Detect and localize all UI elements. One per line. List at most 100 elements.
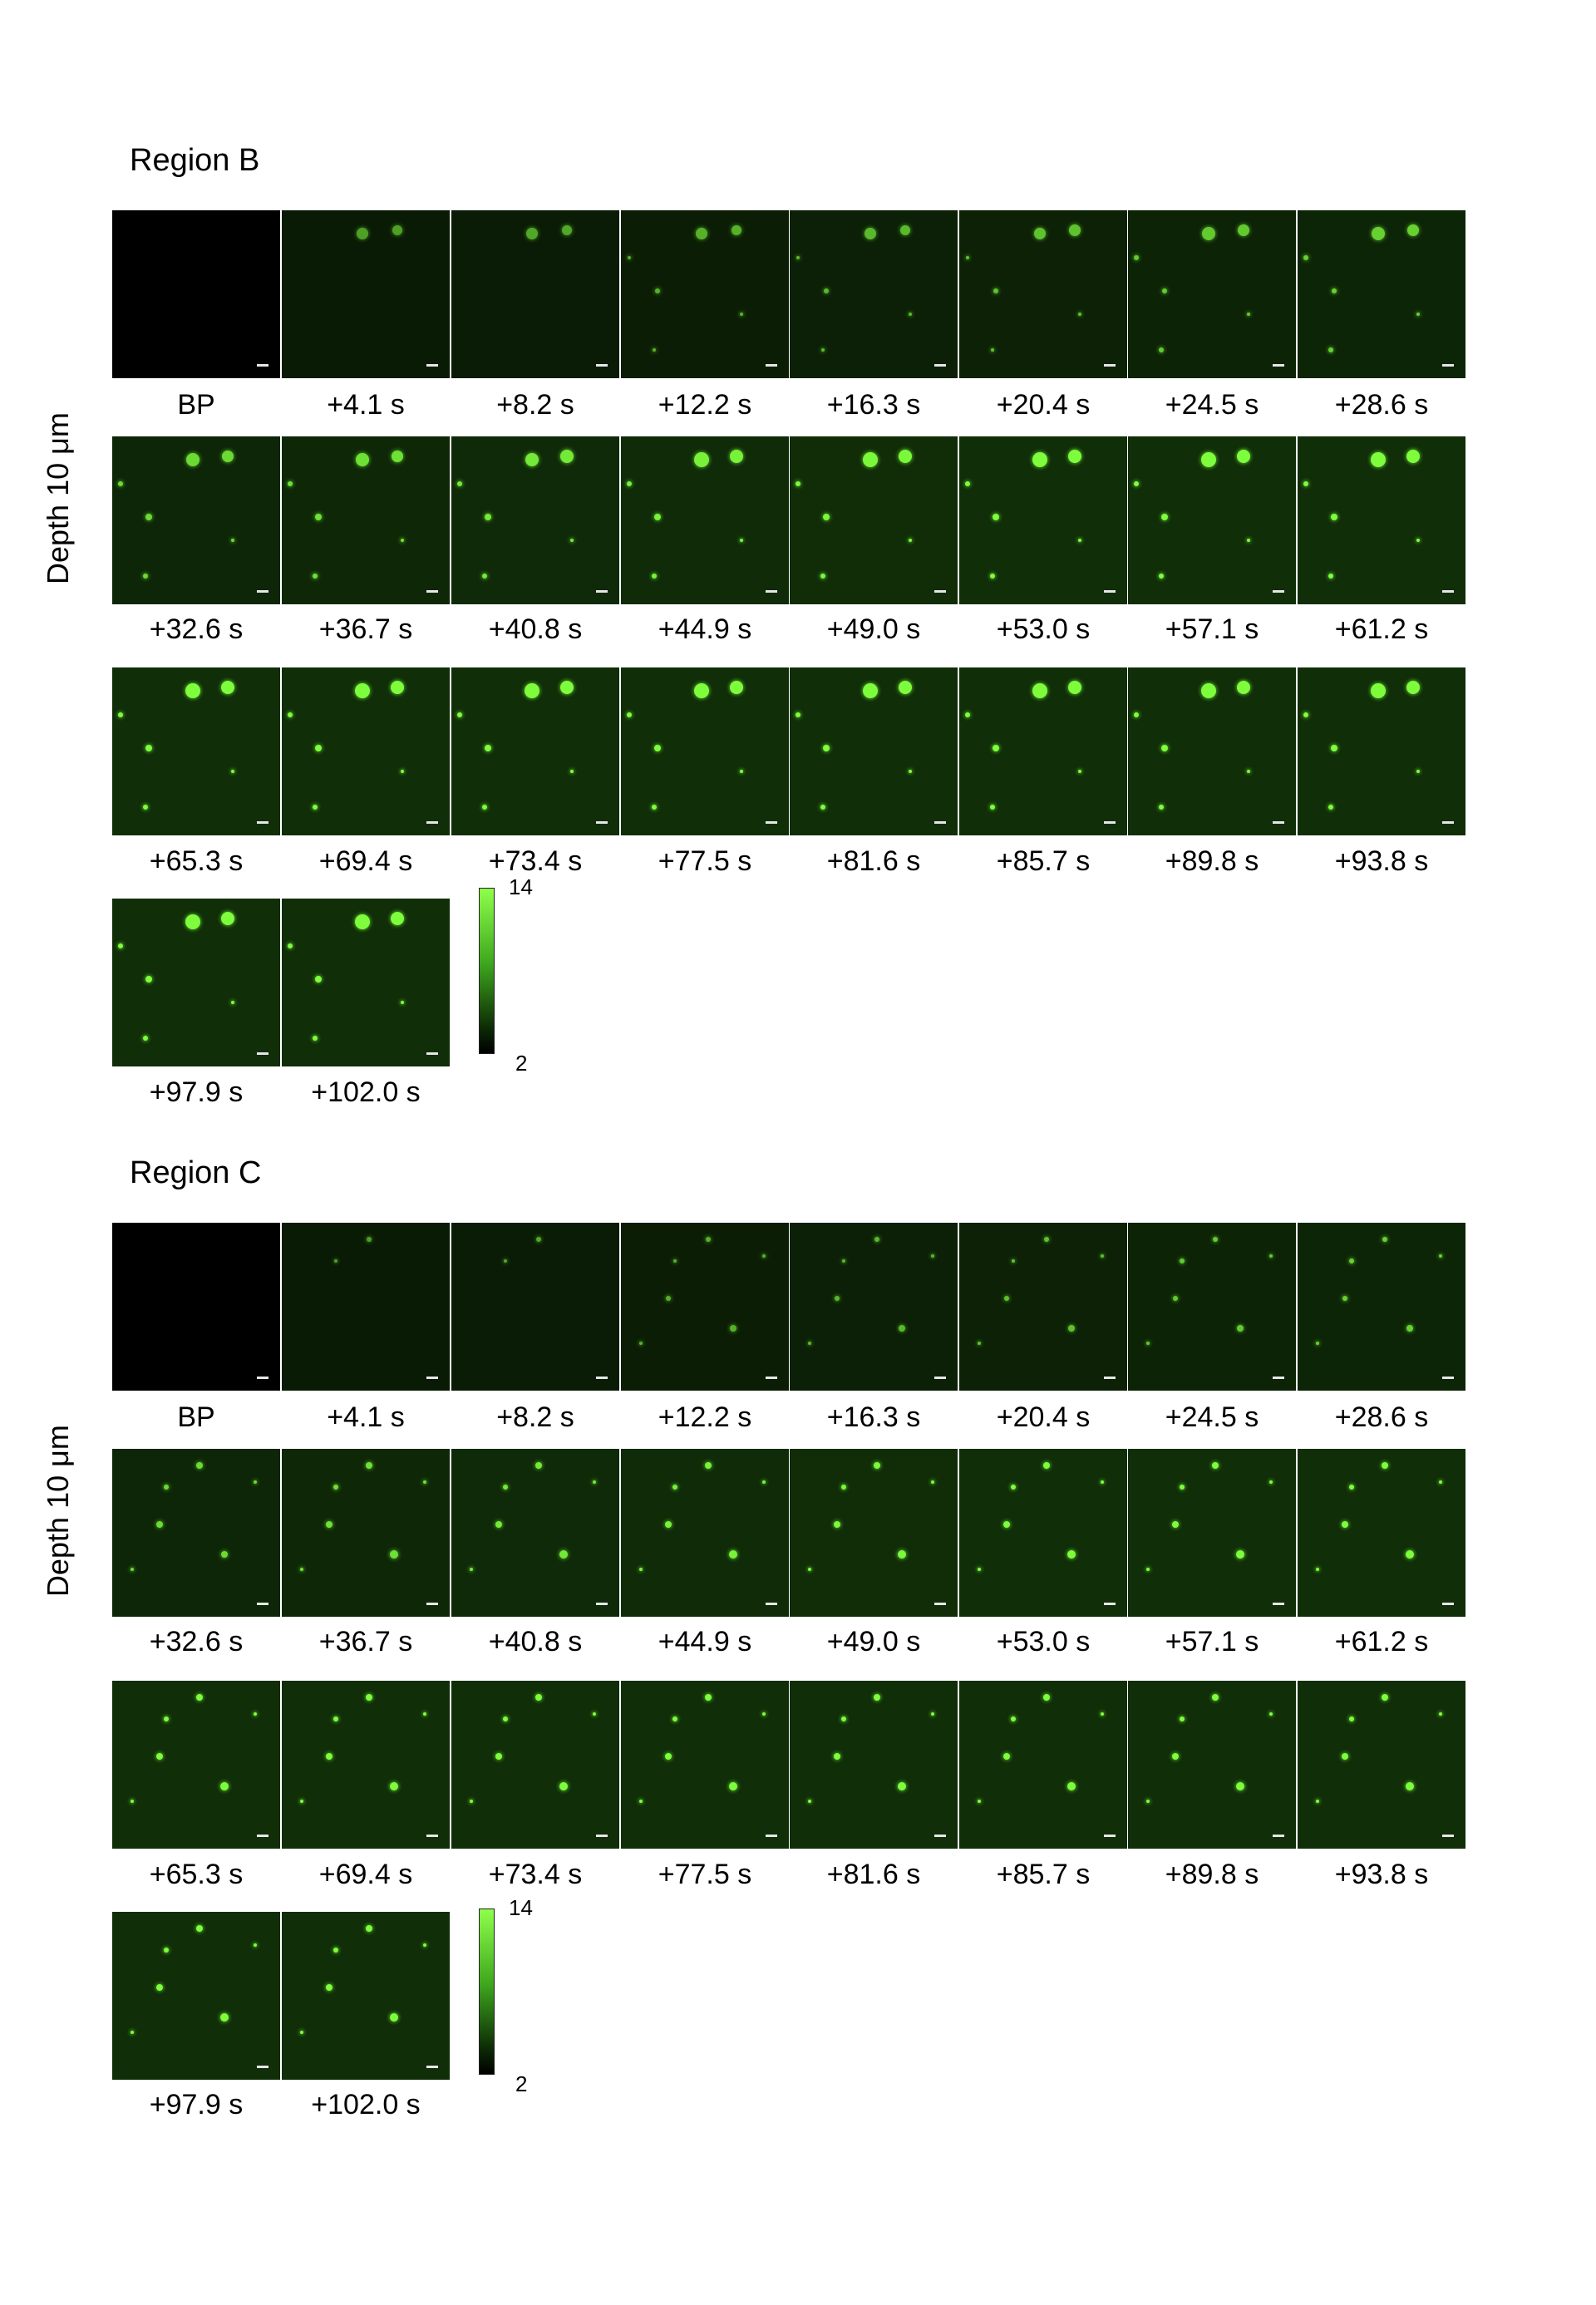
image-panel <box>790 1681 958 1849</box>
image-panel <box>959 436 1127 604</box>
fluorescent-spot <box>899 450 913 464</box>
fluorescent-spot <box>864 228 876 240</box>
fluorescent-spot <box>841 1259 845 1263</box>
fluorescent-spot <box>874 1694 881 1702</box>
image-panel <box>1128 210 1296 378</box>
depth-label: Depth 10 μm <box>41 1425 75 1597</box>
fluorescent-spot <box>808 1800 812 1804</box>
fluorescent-spot <box>1212 1462 1219 1470</box>
fluorescent-spot <box>313 573 318 579</box>
fluorescent-spot <box>535 1694 543 1702</box>
time-label: +36.7 s <box>318 1626 413 1657</box>
fluorescent-spot <box>672 1259 677 1263</box>
fluorescent-spot <box>664 1520 672 1528</box>
fluorescent-spot <box>1200 452 1216 468</box>
fluorescent-spot <box>730 681 744 695</box>
fluorescent-spot <box>1179 1258 1185 1264</box>
image-panel <box>959 1223 1127 1391</box>
fluorescent-spot <box>1438 1712 1442 1716</box>
time-label: +12.2 s <box>658 1401 752 1433</box>
scale-bar <box>257 1377 268 1379</box>
fluorescent-spot <box>1161 513 1169 520</box>
scale-bar <box>426 1052 438 1055</box>
time-label: +36.7 s <box>318 613 413 645</box>
scale-bar <box>1442 590 1454 593</box>
fluorescent-spot <box>253 1480 257 1485</box>
image-panel <box>1128 667 1296 835</box>
fluorescent-spot <box>1406 681 1421 695</box>
time-label: +4.1 s <box>327 389 405 421</box>
fluorescent-spot <box>965 712 971 717</box>
image-panel <box>451 1681 619 1849</box>
fluorescent-spot <box>1406 1782 1415 1791</box>
fluorescent-spot <box>978 1342 982 1346</box>
scale-bar <box>426 1603 438 1605</box>
fluorescent-spot <box>495 1752 502 1760</box>
fluorescent-spot <box>1146 1342 1150 1346</box>
fluorescent-spot <box>288 480 293 486</box>
fluorescent-spot <box>740 313 744 317</box>
fluorescent-spot <box>654 744 662 751</box>
fluorescent-spot <box>1268 1254 1273 1258</box>
fluorescent-spot <box>355 453 369 467</box>
scale-bar <box>426 1377 438 1379</box>
fluorescent-spot <box>163 1485 169 1490</box>
region-title: Region B <box>130 143 260 178</box>
fluorescent-spot <box>131 1800 135 1804</box>
fluorescent-spot <box>366 1694 373 1702</box>
fluorescent-spot <box>898 1550 907 1559</box>
fluorescent-spot <box>1303 480 1309 486</box>
fluorescent-spot <box>535 1462 543 1470</box>
fluorescent-spot <box>155 1752 163 1760</box>
fluorescent-spot <box>470 1568 474 1572</box>
scale-bar <box>1442 1377 1454 1379</box>
scale-bar <box>1442 1835 1454 1837</box>
fluorescent-spot <box>730 450 744 464</box>
fluorescent-spot <box>1238 224 1250 237</box>
fluorescent-spot <box>1438 1480 1442 1485</box>
fluorescent-spot <box>1161 744 1169 751</box>
fluorescent-spot <box>1201 227 1215 241</box>
fluorescent-spot <box>840 1716 846 1722</box>
fluorescent-spot <box>993 288 999 293</box>
fluorescent-spot <box>155 1983 163 1991</box>
fluorescent-spot <box>482 573 488 579</box>
image-panel <box>1128 1449 1296 1617</box>
fluorescent-spot <box>1067 1550 1076 1559</box>
fluorescent-spot <box>1237 1325 1244 1332</box>
colorbar <box>479 1909 495 2075</box>
scale-bar <box>934 364 946 367</box>
fluorescent-spot <box>965 480 971 486</box>
time-label: +53.0 s <box>996 1626 1091 1657</box>
image-panel <box>282 436 450 604</box>
fluorescent-spot <box>761 1480 766 1485</box>
fluorescent-spot <box>457 480 463 486</box>
fluorescent-spot <box>1033 228 1046 240</box>
fluorescent-spot <box>570 770 574 774</box>
scale-bar <box>257 821 268 824</box>
fluorescent-spot <box>315 975 323 983</box>
image-panel <box>621 436 789 604</box>
fluorescent-spot <box>1406 1550 1415 1559</box>
fluorescent-spot <box>392 225 403 236</box>
fluorescent-spot <box>131 2031 135 2035</box>
fluorescent-spot <box>1032 683 1047 699</box>
fluorescent-spot <box>1328 347 1334 352</box>
fluorescent-spot <box>695 228 707 240</box>
fluorescent-spot <box>1162 288 1168 293</box>
fluorescent-spot <box>729 1550 738 1559</box>
image-panel <box>790 1449 958 1617</box>
image-panel <box>282 1912 450 2080</box>
fluorescent-spot <box>559 1550 569 1559</box>
scale-bar <box>257 1603 268 1605</box>
fluorescent-spot <box>672 1716 677 1722</box>
fluorescent-spot <box>118 480 124 486</box>
fluorescent-spot <box>1332 288 1337 293</box>
fluorescent-spot <box>470 1800 474 1804</box>
fluorescent-spot <box>231 539 235 543</box>
fluorescent-spot <box>1068 1325 1076 1332</box>
fluorescent-spot <box>185 453 200 467</box>
image-panel <box>112 1449 280 1617</box>
region-title: Region C <box>130 1155 262 1190</box>
fluorescent-spot <box>808 1342 812 1346</box>
